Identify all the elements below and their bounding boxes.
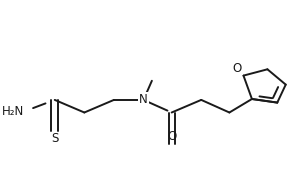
Text: S: S bbox=[51, 132, 59, 145]
Text: H₂N: H₂N bbox=[1, 105, 24, 118]
Text: O: O bbox=[233, 62, 242, 75]
Text: O: O bbox=[167, 130, 176, 143]
Text: N: N bbox=[139, 93, 148, 106]
